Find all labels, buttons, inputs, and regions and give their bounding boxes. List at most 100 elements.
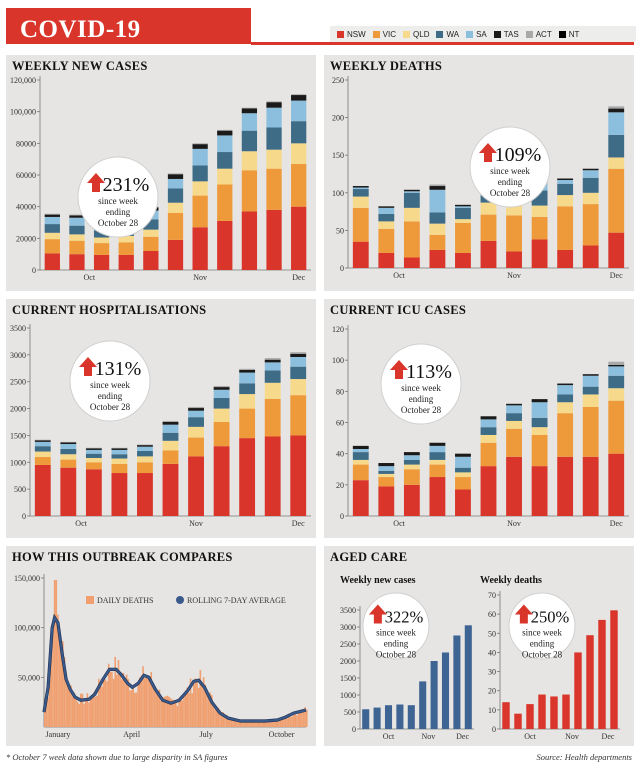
bar-segment-qld xyxy=(582,394,599,407)
panel-title: HOW THIS OUTBREAK COMPARES xyxy=(12,550,233,564)
bar-segment-nsw xyxy=(557,456,574,516)
bar-segment-sa xyxy=(531,402,548,418)
daily-death-bar xyxy=(191,693,193,727)
callout-text: ending xyxy=(98,391,123,401)
aged-care-bar xyxy=(384,705,393,729)
daily-death-bar xyxy=(111,671,113,727)
bar-segment-wa xyxy=(506,413,522,421)
daily-death-bar xyxy=(242,722,244,727)
bar-segment-vic xyxy=(85,462,102,470)
daily-death-bar xyxy=(99,685,102,727)
daily-death-bar xyxy=(212,705,215,727)
daily-death-bar xyxy=(155,692,157,727)
daily-death-bar xyxy=(271,719,274,727)
aged-care-bar xyxy=(464,625,472,729)
aged-care-bar xyxy=(538,694,546,729)
bar-segment-tas xyxy=(290,353,307,358)
daily-death-bar xyxy=(70,685,72,727)
bar-segment-sa xyxy=(582,375,599,387)
bar-segment-qld xyxy=(118,235,134,243)
bar-segment-sa xyxy=(352,187,369,190)
bar-segment-act xyxy=(188,406,204,409)
bar-segment-wa xyxy=(352,189,369,197)
daily-death-bar xyxy=(53,579,56,727)
daily-death-bar xyxy=(232,720,234,727)
legend-swatch xyxy=(525,30,533,38)
daily-death-bar xyxy=(279,718,282,727)
daily-death-bar xyxy=(261,722,264,727)
panel-outbreak-compares: HOW THIS OUTBREAK COMPARES 50,000 100,000… xyxy=(6,546,316,746)
daily-death-bar xyxy=(88,702,90,727)
bar-segment-act xyxy=(239,368,256,370)
daily-death-bar xyxy=(281,717,284,727)
bar-segment-act xyxy=(241,107,258,109)
x-tick-label: Oct xyxy=(524,732,536,741)
daily-death-bar xyxy=(204,684,207,727)
bar-segment-tas xyxy=(111,448,128,450)
bar-segment-wa xyxy=(455,467,471,473)
bar-segment-qld xyxy=(429,223,446,235)
bar-segment-vic xyxy=(352,464,369,481)
callout-value: 231% xyxy=(103,174,150,196)
bar-segment-tas xyxy=(608,108,625,113)
daily-death-bar xyxy=(171,699,174,727)
callout-text: since week xyxy=(376,627,416,637)
aged-care-bar xyxy=(502,702,510,729)
bar-segment-qld xyxy=(506,204,522,216)
bar-segment-sa xyxy=(69,217,85,226)
callout-text: October 28 xyxy=(401,405,442,415)
daily-death-bar xyxy=(60,646,62,727)
bar-segment-qld xyxy=(93,237,110,244)
panel-title: WEEKLY NEW CASES xyxy=(12,59,148,73)
bar-segment-act xyxy=(290,352,307,354)
x-tick-label: July xyxy=(200,730,213,739)
daily-death-bar xyxy=(173,700,175,727)
bar-segment-nsw xyxy=(143,251,159,270)
daily-death-bar xyxy=(57,614,59,727)
daily-death-bar xyxy=(65,682,67,727)
bar-segment-qld xyxy=(241,151,258,171)
bar-segment-sa xyxy=(34,441,51,447)
hospitalisations-chart: 0 500 1000 1500 2000 2500 3000 3500 Oct Nov Dec 131… xyxy=(10,324,311,528)
daily-death-bar xyxy=(304,707,306,727)
bar-segment-qld xyxy=(34,451,51,457)
daily-death-bar xyxy=(93,692,95,727)
daily-death-bar xyxy=(273,720,275,727)
bar-segment-sa xyxy=(192,148,208,166)
daily-death-bar xyxy=(122,672,125,727)
callout-text: ending xyxy=(498,177,523,187)
y-tick-label: 0 xyxy=(22,512,26,521)
aged-care-bar xyxy=(441,652,450,729)
daily-death-bar xyxy=(196,680,198,727)
bar-segment-act xyxy=(608,106,625,109)
bar-segment-tas xyxy=(291,95,307,101)
daily-death-bar xyxy=(83,703,85,727)
bar-segment-tas xyxy=(378,206,395,208)
daily-death-bar xyxy=(84,699,87,727)
daily-death-bar xyxy=(62,641,64,727)
y-tick-label: 60000 xyxy=(16,171,36,180)
bar-segment-tas xyxy=(480,416,497,420)
daily-death-bar xyxy=(75,696,77,727)
daily-death-bar xyxy=(145,676,148,727)
up-arrow-icon xyxy=(479,143,497,162)
daily-death-bar xyxy=(188,692,190,727)
bar-segment-qld xyxy=(352,196,369,208)
legend-item-nt: NT xyxy=(558,30,579,39)
daily-death-bar xyxy=(66,680,69,727)
bar-segment-tas xyxy=(241,108,258,114)
bar-segment-vic xyxy=(506,215,522,252)
bar-segment-act xyxy=(264,358,281,360)
bar-segment-act xyxy=(192,143,208,145)
x-tick-label: October xyxy=(269,730,295,739)
aged-care-bar xyxy=(373,707,381,729)
bar-segment-sa xyxy=(429,189,446,213)
bar-segment-qld xyxy=(480,434,497,443)
bar-segment-act xyxy=(69,214,85,216)
bar-segment-nsw xyxy=(531,239,548,268)
bar-segment-qld xyxy=(608,388,625,401)
panel-title: WEEKLY DEATHS xyxy=(330,59,443,73)
y-tick-label: 40 xyxy=(336,450,344,459)
legend-label: ACT xyxy=(535,29,552,39)
legend-label: SA xyxy=(476,29,487,39)
